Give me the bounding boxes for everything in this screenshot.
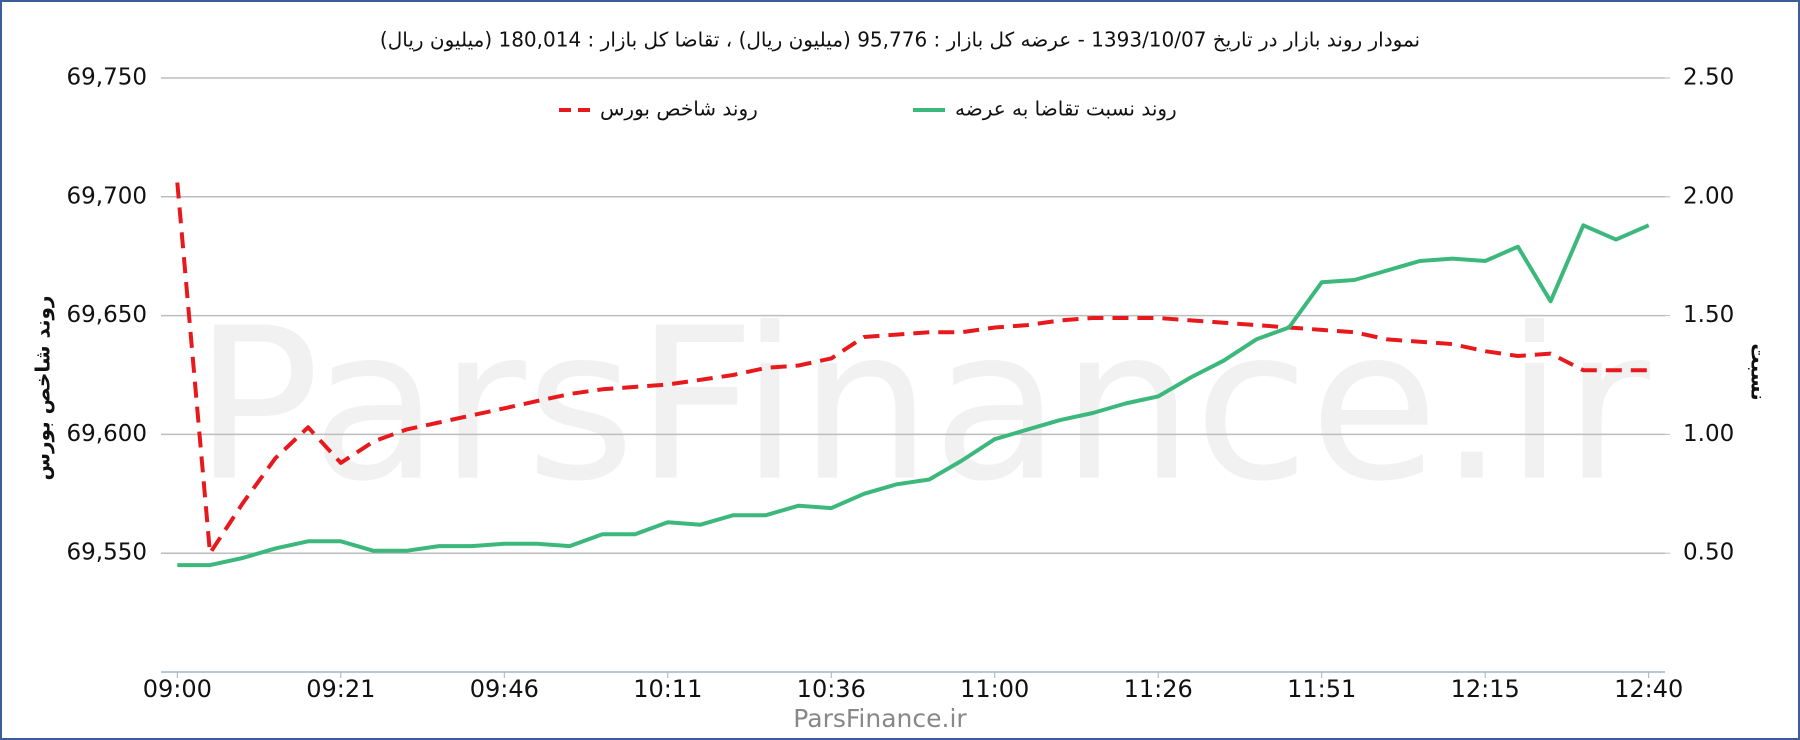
legend-label: روند شاخص بورس [600,97,758,121]
y-axis-title: روند شاخص بورس [31,296,55,481]
x-tick-label: 11:51 [1287,675,1356,703]
x-tick-label: 09:46 [470,675,539,703]
y2-tick-label: 1.00 [1683,421,1734,447]
y-tick-label: 69,600 [67,421,147,447]
x-tick-label: 12:15 [1451,675,1520,703]
y2-tick-label: 0.50 [1683,540,1734,566]
x-tick-label: 10:11 [633,675,702,703]
x-tick-label: 12:40 [1614,675,1683,703]
x-tick-label: 11:00 [960,675,1029,703]
watermark: ParsFinance.ir [194,283,1651,528]
x-tick-label: 09:21 [306,675,375,703]
y-tick-label: 69,650 [67,302,147,328]
footer: ParsFinance.ir [793,704,967,733]
y2-tick-label: 2.50 [1683,65,1734,91]
x-tick-label: 11:26 [1124,675,1193,703]
y-tick-label: 69,750 [67,65,147,91]
y2-axis-title: نسبت [1747,343,1771,400]
y2-tick-label: 2.00 [1683,183,1734,209]
x-tick-label: 10:36 [797,675,866,703]
y2-tick-label: 1.50 [1683,302,1734,328]
legend-label: روند نسبت تقاضا به عرضه [955,97,1177,121]
chart-title: نمودار روند بازار در تاریخ 1393/10/07 - … [380,28,1420,52]
x-tick-label: 09:00 [143,675,212,703]
series-line [177,223,1650,568]
y-tick-label: 69,700 [67,183,147,209]
y-tick-label: 69,550 [67,540,147,566]
